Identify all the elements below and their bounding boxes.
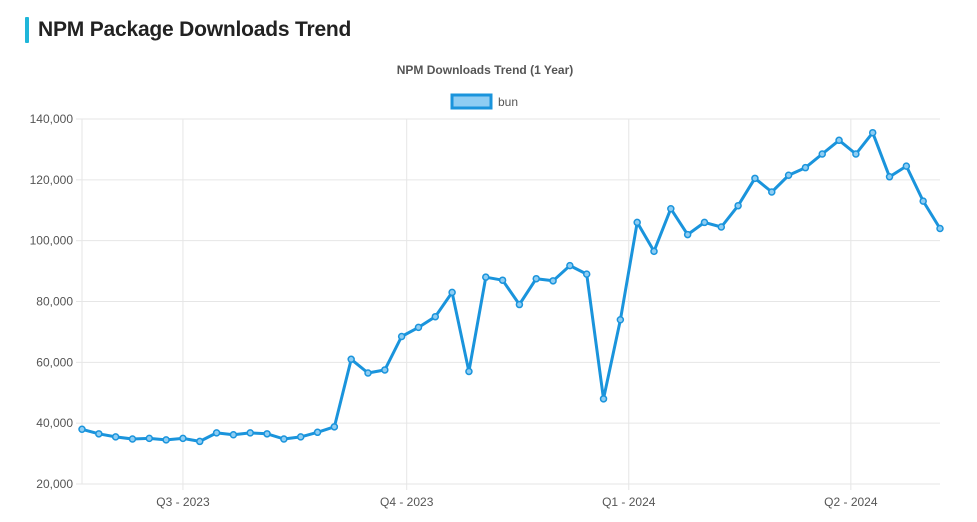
page-header: NPM Package Downloads Trend bbox=[25, 17, 351, 43]
data-point[interactable] bbox=[549, 277, 557, 285]
data-point[interactable] bbox=[936, 224, 944, 233]
y-axis: 20,000 40,000 60,000 80,000 100,000 120,000 14… bbox=[30, 112, 82, 491]
data-point[interactable] bbox=[313, 428, 322, 437]
data-point[interactable] bbox=[263, 430, 271, 438]
data-point[interactable] bbox=[852, 150, 860, 158]
x-tick-label: Q3 - 2023 bbox=[156, 495, 210, 509]
data-point[interactable] bbox=[902, 162, 911, 170]
x-tick-label: Q4 - 2023 bbox=[380, 495, 434, 509]
data-point[interactable] bbox=[179, 434, 187, 443]
data-point[interactable] bbox=[667, 204, 675, 213]
data-point[interactable] bbox=[599, 395, 608, 403]
y-tick-label: 60,000 bbox=[36, 355, 73, 369]
data-point[interactable] bbox=[381, 366, 389, 374]
y-tick-label: 80,000 bbox=[36, 295, 73, 309]
data-point[interactable] bbox=[700, 218, 709, 227]
data-point[interactable] bbox=[633, 218, 641, 227]
data-point[interactable] bbox=[196, 437, 204, 446]
legend-label-bun[interactable]: bun bbox=[498, 95, 518, 109]
data-point[interactable] bbox=[280, 435, 288, 443]
data-point[interactable] bbox=[768, 188, 776, 196]
data-point[interactable] bbox=[229, 430, 238, 439]
data-point[interactable] bbox=[128, 435, 137, 443]
page-title: NPM Package Downloads Trend bbox=[38, 18, 352, 41]
y-tick-label: 40,000 bbox=[36, 416, 73, 430]
data-point[interactable] bbox=[145, 434, 154, 443]
title-accent-bar bbox=[25, 17, 29, 43]
data-point[interactable] bbox=[532, 274, 540, 283]
data-point[interactable] bbox=[95, 430, 103, 438]
data-point[interactable] bbox=[465, 367, 473, 376]
data-point[interactable] bbox=[347, 355, 355, 364]
series-bun bbox=[78, 128, 944, 446]
data-point[interactable] bbox=[734, 201, 742, 210]
data-point[interactable] bbox=[616, 316, 625, 324]
y-tick-label: 20,000 bbox=[36, 477, 73, 491]
data-point[interactable] bbox=[835, 136, 843, 145]
data-point[interactable] bbox=[515, 300, 524, 309]
data-point[interactable] bbox=[868, 128, 877, 137]
data-point[interactable] bbox=[246, 429, 254, 437]
x-tick-label: Q2 - 2024 bbox=[824, 495, 878, 509]
data-point[interactable] bbox=[364, 369, 372, 377]
data-point[interactable] bbox=[498, 276, 507, 284]
data-point[interactable] bbox=[784, 171, 793, 180]
y-tick-label: 140,000 bbox=[30, 112, 74, 126]
grid bbox=[81, 118, 940, 490]
data-point[interactable] bbox=[448, 288, 456, 297]
data-point[interactable] bbox=[296, 433, 305, 441]
data-point[interactable] bbox=[801, 163, 810, 172]
data-point[interactable] bbox=[78, 425, 86, 433]
data-point[interactable] bbox=[683, 230, 692, 239]
y-tick-label: 120,000 bbox=[30, 173, 74, 187]
data-point[interactable] bbox=[885, 173, 894, 181]
data-point[interactable] bbox=[431, 312, 440, 321]
data-point[interactable] bbox=[717, 223, 726, 231]
data-point[interactable] bbox=[582, 270, 591, 278]
data-point[interactable] bbox=[397, 332, 406, 341]
data-point[interactable] bbox=[919, 197, 927, 205]
x-axis: Q3 - 2023 Q4 - 2023 Q1 - 2024 Q2 - 2024 bbox=[156, 495, 878, 509]
series-line-bun bbox=[80, 131, 942, 443]
data-point[interactable] bbox=[162, 436, 170, 444]
data-point[interactable] bbox=[482, 273, 490, 281]
data-point[interactable] bbox=[650, 247, 658, 256]
data-point[interactable] bbox=[818, 150, 826, 158]
data-point[interactable] bbox=[414, 323, 423, 332]
x-tick-label: Q1 - 2024 bbox=[602, 495, 656, 509]
legend[interactable]: bun bbox=[450, 93, 518, 110]
data-point[interactable] bbox=[566, 261, 574, 270]
data-point[interactable] bbox=[751, 174, 759, 183]
data-point[interactable] bbox=[330, 423, 339, 431]
legend-swatch-bun[interactable] bbox=[450, 93, 493, 110]
chart-title: NPM Downloads Trend (1 Year) bbox=[397, 63, 573, 77]
y-tick-label: 100,000 bbox=[30, 234, 74, 248]
data-point[interactable] bbox=[212, 429, 221, 437]
data-point[interactable] bbox=[111, 433, 120, 441]
